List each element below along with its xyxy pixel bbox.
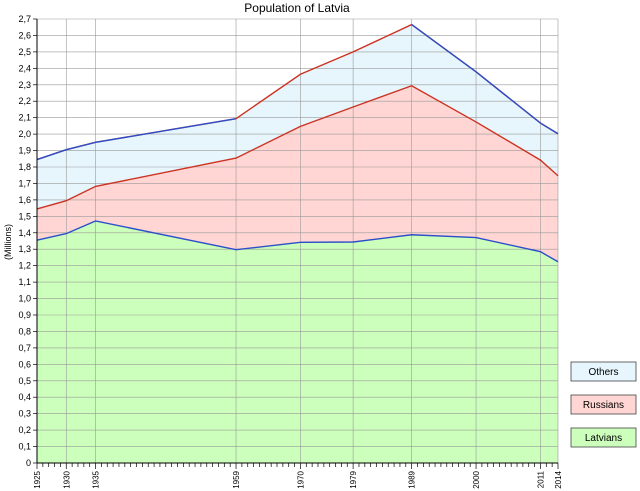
y-tick-label: 1,7 <box>18 178 31 188</box>
x-tick-label: 1970 <box>296 470 305 488</box>
legend-swatch-russians <box>570 394 637 415</box>
y-tick-label: 2,3 <box>18 80 31 90</box>
y-tick-label: 0,4 <box>18 392 31 402</box>
y-tick-labels: 0 0,1 0,2 0,3 0,4 0,5 0,6 0,7 0,8 0,9 1,0 1,1 1,2 1,3… <box>18 14 31 468</box>
y-tick-label: 2,7 <box>18 14 31 24</box>
y-tick-label: 1,0 <box>18 294 31 304</box>
line-total-segment <box>411 24 559 135</box>
x-tick-label: 1930 <box>62 470 71 488</box>
y-tick-label: 1,2 <box>18 261 31 271</box>
y-tick-label: 2,5 <box>18 47 31 57</box>
y-tick-label: 0 <box>26 458 31 468</box>
x-tick-label: 1925 <box>33 470 42 488</box>
area-russians <box>37 85 558 262</box>
area-latvians <box>37 220 558 463</box>
y-tick-label: 1,9 <box>18 146 31 156</box>
y-tick-label: 1,5 <box>18 211 31 221</box>
y-tick-label: 2,2 <box>18 96 31 106</box>
area-others <box>37 24 558 209</box>
series-lines <box>36 23 559 263</box>
x-tick-label: 1935 <box>92 470 101 488</box>
line-latvians <box>36 220 559 263</box>
y-tick-label: 0,6 <box>18 359 31 369</box>
y-tick-label: 0,7 <box>18 343 31 353</box>
chart-title: Population of Latvia <box>244 1 350 15</box>
y-tick-label: 0,5 <box>18 376 31 386</box>
y-tick-label: 1,1 <box>18 277 31 287</box>
y-tick-label: 2,1 <box>18 113 31 123</box>
y-tick-label: 2,6 <box>18 30 31 40</box>
x-tick-label: 1959 <box>232 470 241 488</box>
legend-label-latvians: Latvians <box>585 433 622 444</box>
area-layers <box>37 24 558 463</box>
legend: Others Russians Latvians <box>570 361 637 448</box>
y-tick-label: 2,0 <box>18 129 31 139</box>
x-tick-label: 1989 <box>408 470 417 488</box>
x-tick-label: 2011 <box>536 470 545 488</box>
legend-swatch-latvians <box>570 427 637 448</box>
y-tick-label: 1,4 <box>18 228 31 238</box>
y-tick-label: 0,2 <box>18 425 31 435</box>
y-tick-label: 1,8 <box>18 162 31 172</box>
y-tick-label: 1,6 <box>18 195 31 205</box>
y-tick-label: 0,8 <box>18 326 31 336</box>
y-tick-label: 0,1 <box>18 442 31 452</box>
legend-label-russians: Russians <box>583 400 624 411</box>
line-total-segment <box>36 117 237 161</box>
y-tick-label: 1,3 <box>18 244 31 254</box>
y-axis-label: (Millions) <box>3 224 13 260</box>
axes <box>33 18 559 469</box>
legend-label-others: Others <box>588 367 618 378</box>
x-tick-labels: 1925 1930 1935 1959 1970 1979 1989 2000 2011 2014 <box>33 470 563 488</box>
y-tick-label: 2,4 <box>18 63 31 73</box>
grid-lines <box>36 18 559 463</box>
y-tick-label: 0,9 <box>18 310 31 320</box>
x-tick-label: 2000 <box>472 470 481 488</box>
legend-swatch-others <box>570 361 637 382</box>
x-tick-label: 1979 <box>349 470 358 488</box>
y-tick-label: 0,3 <box>18 409 31 419</box>
line-russians <box>36 84 559 210</box>
x-tick-label: 2014 <box>554 470 563 488</box>
